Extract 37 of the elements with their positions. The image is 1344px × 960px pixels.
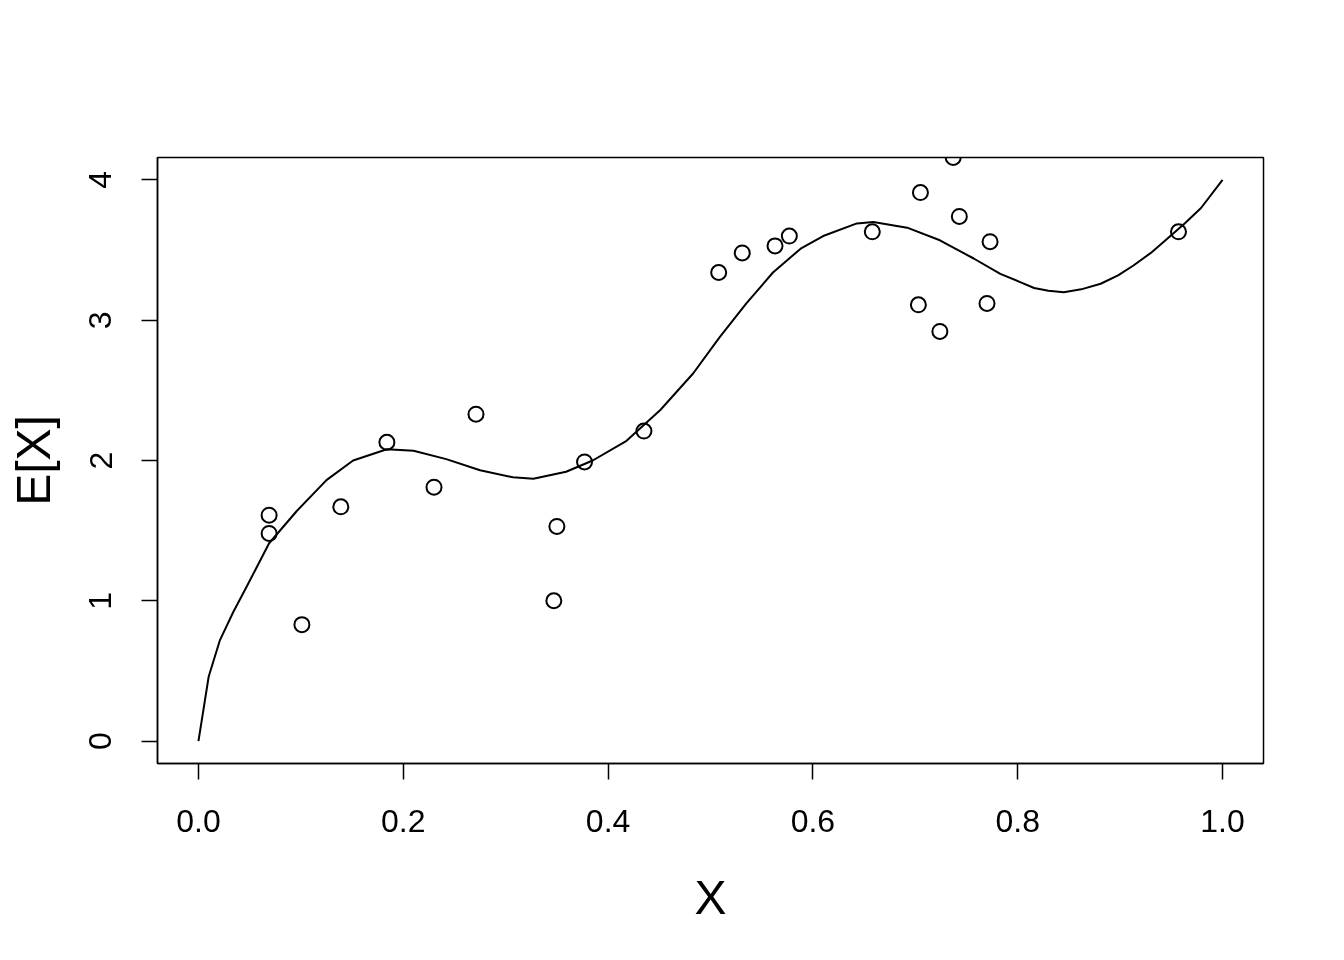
point <box>733 244 751 262</box>
point <box>467 405 485 423</box>
point <box>635 422 653 440</box>
x-tick-label: 1.0 <box>1200 802 1245 839</box>
point <box>576 453 594 471</box>
x-tick-label: 0.6 <box>790 802 836 839</box>
point <box>909 296 927 314</box>
point <box>911 184 929 202</box>
line-series <box>197 178 1224 743</box>
point <box>548 517 566 535</box>
point <box>260 524 278 542</box>
point <box>1170 223 1187 241</box>
point <box>260 506 278 524</box>
y-tick-label: 4 <box>82 171 119 189</box>
x-tick-label: 0.2 <box>381 802 426 839</box>
point <box>293 616 311 634</box>
point <box>863 223 881 241</box>
x-axis-title: X <box>694 870 727 924</box>
point <box>766 237 784 255</box>
point <box>981 233 999 251</box>
y-tick-label: 0 <box>82 732 119 750</box>
point <box>378 433 396 451</box>
point <box>545 592 563 610</box>
point <box>780 227 798 245</box>
point <box>425 478 443 496</box>
x-tick-label: 0.8 <box>995 802 1040 839</box>
y-axis-title: E[X] <box>6 415 60 506</box>
point <box>931 322 949 340</box>
point <box>710 264 728 282</box>
y-tick-label: 1 <box>82 591 119 610</box>
x-tick-label: 0.4 <box>585 802 631 839</box>
point <box>332 498 350 516</box>
y-tick-label: 2 <box>82 451 119 470</box>
y-tick-label: 3 <box>82 311 119 330</box>
point <box>978 294 996 312</box>
x-tick-label: 0.0 <box>176 802 221 839</box>
point <box>950 207 968 225</box>
